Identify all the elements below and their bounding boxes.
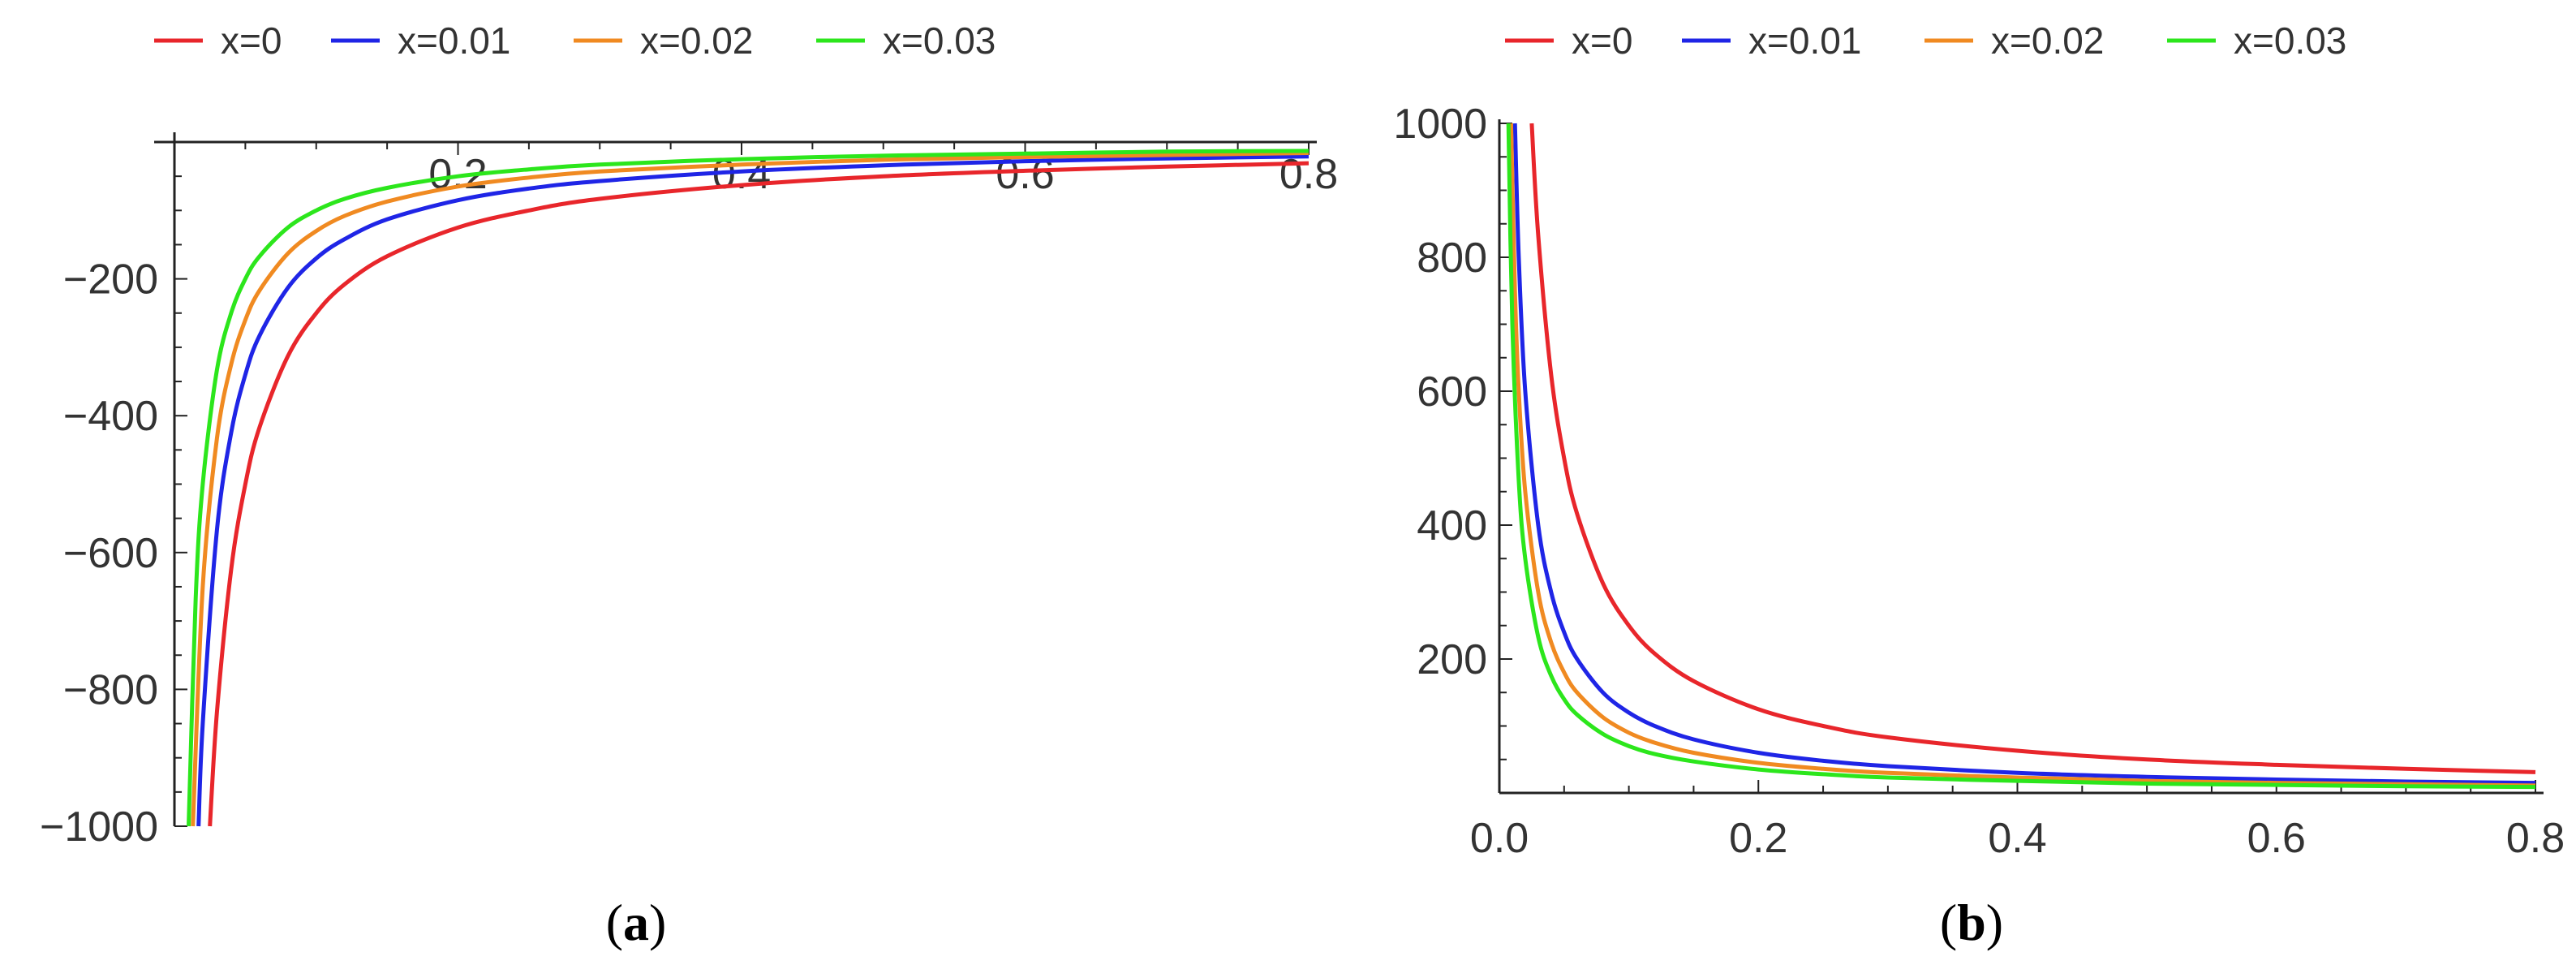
legend-label-b-2: x=0.02: [1991, 19, 2104, 62]
series-line-b-0: [1529, 123, 2536, 774]
series-line-a-3: [187, 149, 1310, 827]
legend-item-a-2: x=0.02: [574, 19, 753, 62]
caption-paren-close-b: ): [1986, 894, 2003, 951]
legend-item-b-0: x=0: [1505, 19, 1632, 62]
caption-b: (b): [1940, 894, 2003, 951]
legend-label-b-3: x=0.03: [2234, 19, 2346, 62]
legend-item-b-1: x=0.01: [1682, 19, 1861, 62]
panel-caption-b: (b): [1940, 894, 2003, 951]
y-tick-label-b: 800: [1417, 235, 1487, 282]
chart-panel-a: x=0 x=0.01 x=0.02 x=0.03 0.2 0.4 0.6 0.8−200−4…: [40, 19, 1338, 951]
series-line-a-2: [191, 151, 1310, 827]
y-tick-label-b: 600: [1417, 368, 1487, 416]
axes-a: 0.2 0.4 0.6 0.8−200−400−600−800−1000: [40, 132, 1338, 851]
legend-label-a-1: x=0.01: [398, 19, 510, 62]
legend-item-a-3: x=0.03: [816, 19, 996, 62]
caption-paren-close-a: ): [649, 894, 666, 951]
caption-letter-b: b: [1957, 894, 1986, 951]
y-tick-label-a: −600: [63, 530, 158, 577]
chart-panel-b: x=0 x=0.01 x=0.02 x=0.03 0.0 0.2 0.4 0.6 0.8 200…: [1393, 19, 2565, 951]
legend-a: x=0 x=0.01 x=0.02 x=0.03: [154, 19, 996, 62]
y-tick-label-a: −400: [63, 393, 158, 440]
legend-label-a-3: x=0.03: [883, 19, 996, 62]
series-line-b-1: [1512, 123, 2536, 786]
legend-item-a-0: x=0: [154, 19, 282, 62]
series-line-a-0: [208, 161, 1310, 827]
series-line-a-1: [196, 154, 1310, 827]
y-tick-label-a: −800: [63, 666, 158, 713]
legend-label-b-0: x=0: [1572, 19, 1632, 62]
x-tick-label-b: 0.8: [2506, 815, 2565, 862]
y-tick-label-b: 200: [1417, 636, 1487, 683]
legend-label-a-2: x=0.02: [640, 19, 753, 62]
y-tick-label-a: −200: [63, 256, 158, 304]
caption-letter-a: a: [623, 894, 649, 951]
caption-a: (a): [606, 894, 667, 951]
legend-b: x=0 x=0.01 x=0.02 x=0.03: [1505, 19, 2346, 62]
legend-label-b-1: x=0.01: [1748, 19, 1861, 62]
x-tick-label-b: 0.4: [1988, 815, 2046, 862]
y-tick-label-b: 1000: [1393, 101, 1487, 148]
caption-paren-open-b: (: [1940, 894, 1957, 951]
caption-paren-open-a: (: [606, 894, 623, 951]
x-tick-label-b: 0.6: [2247, 815, 2306, 862]
legend-item-a-1: x=0.01: [331, 19, 510, 62]
series-line-b-3: [1506, 123, 2536, 790]
legend-item-b-3: x=0.03: [2167, 19, 2346, 62]
y-tick-label-b: 400: [1417, 502, 1487, 549]
axes-b: 0.0 0.2 0.4 0.6 0.8 200 400 600 800 1000: [1393, 101, 2565, 862]
curves-b: [1506, 123, 2536, 790]
y-tick-label-a: −1000: [40, 803, 158, 851]
curves-a: [187, 149, 1310, 827]
legend-item-b-2: x=0.02: [1924, 19, 2104, 62]
x-tick-label-b: 0.0: [1470, 815, 1529, 862]
x-tick-label-b: 0.2: [1729, 815, 1787, 862]
series-line-b-2: [1508, 123, 2536, 788]
x-tick-label-a: 0.8: [1279, 151, 1338, 198]
legend-label-a-0: x=0: [221, 19, 282, 62]
panel-caption-a: (a): [606, 894, 667, 951]
